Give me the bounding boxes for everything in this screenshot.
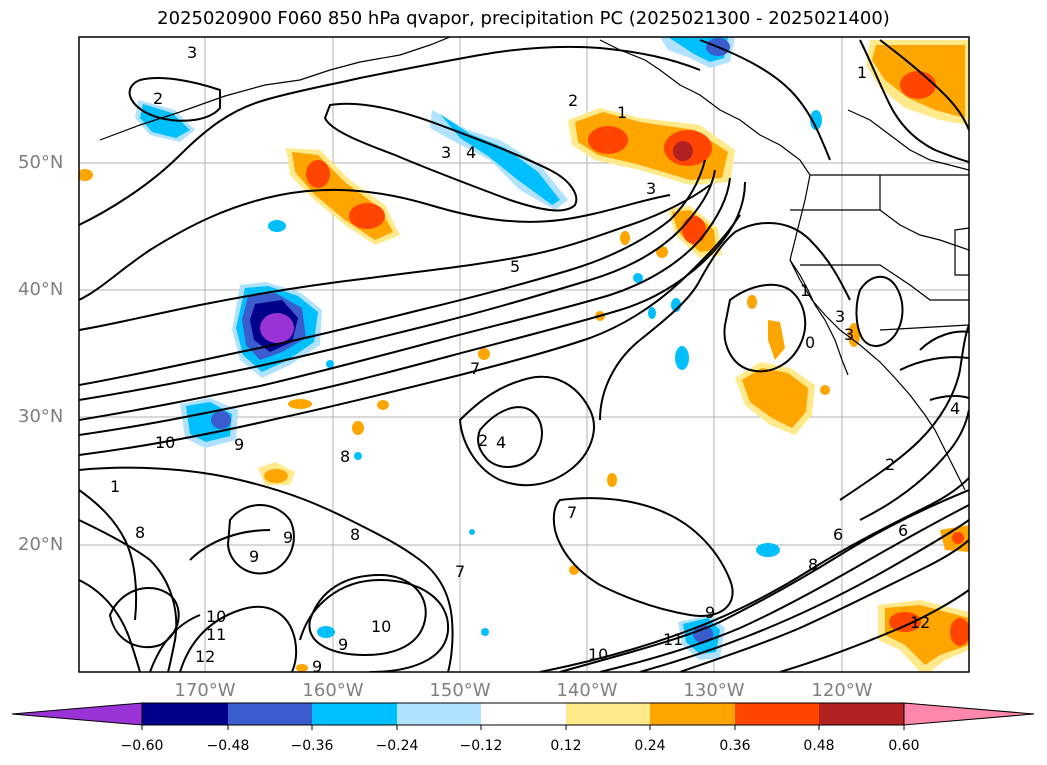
contour-label: 3 bbox=[187, 43, 197, 62]
colorbar-tick-label: −0.36 bbox=[290, 738, 334, 754]
contour-label: 9 bbox=[234, 435, 244, 454]
colorbar-bin bbox=[142, 703, 228, 725]
map-title: 2025020900 F060 850 hPa qvapor, precipit… bbox=[157, 8, 890, 29]
lon-label-150w: 150°W bbox=[429, 680, 491, 701]
contour-label: 6 bbox=[833, 525, 843, 544]
contour-labels: 3 2 1 3 4 2 1 3 5 7 8 10 9 1 8 9 10 11 1… bbox=[110, 43, 960, 676]
lat-label-30n: 30°N bbox=[18, 406, 64, 427]
contour-label: 11 bbox=[663, 630, 683, 649]
map-border bbox=[78, 36, 970, 673]
coastlines bbox=[99, 37, 969, 491]
colorbar-tick-label: −0.12 bbox=[459, 738, 503, 754]
colorbar-tick-label: −0.60 bbox=[120, 738, 164, 754]
colorbar-tick-label: −0.24 bbox=[375, 738, 419, 754]
contour-label: 9 bbox=[283, 528, 293, 547]
contour-label: 9 bbox=[249, 547, 259, 566]
contour-lines bbox=[79, 39, 969, 672]
colorbar-bin bbox=[735, 703, 819, 725]
contour-label: 9 bbox=[338, 635, 348, 654]
contour-label: 10 bbox=[371, 617, 391, 636]
contour-label: 3 bbox=[835, 307, 845, 326]
colorbar-tick-label: 0.36 bbox=[719, 738, 751, 754]
contour-label: 8 bbox=[350, 525, 360, 544]
contour-label: 0 bbox=[805, 333, 815, 352]
contour-label: 1 bbox=[857, 63, 867, 82]
colorbar bbox=[11, 702, 1035, 730]
contour-label: 8 bbox=[340, 447, 350, 466]
lon-label-170w: 170°W bbox=[174, 680, 236, 701]
contour-label: 7 bbox=[455, 562, 465, 581]
contour-label: 5 bbox=[510, 257, 520, 276]
colorbar-tick-label: 0.24 bbox=[634, 738, 666, 754]
contour-label: 10 bbox=[155, 433, 175, 452]
contour-label: 8 bbox=[135, 523, 145, 542]
contour-label: 10 bbox=[206, 607, 226, 626]
colorbar-bin bbox=[397, 703, 481, 725]
colorbar-tick-label: 0.12 bbox=[550, 738, 582, 754]
contour-label: 2 bbox=[478, 431, 488, 450]
contour-label: 2 bbox=[568, 91, 578, 110]
contour-label: 9 bbox=[312, 657, 322, 676]
contour-label: 4 bbox=[496, 433, 506, 452]
contour-label: 12 bbox=[195, 647, 215, 666]
contour-label: 2 bbox=[885, 455, 895, 474]
lon-label-140w: 140°W bbox=[556, 680, 618, 701]
contour-label: 1 bbox=[800, 281, 810, 300]
contour-label: 9 bbox=[705, 603, 715, 622]
colorbar-tick-label: 0.60 bbox=[888, 738, 920, 754]
contour-label: 7 bbox=[470, 359, 480, 378]
contour-label: 10 bbox=[588, 645, 608, 664]
contour-label: 4 bbox=[950, 399, 960, 418]
contour-label: 6 bbox=[898, 521, 908, 540]
colorbar-tick-label: −0.48 bbox=[206, 738, 250, 754]
lat-label-20n: 20°N bbox=[18, 534, 64, 555]
colorbar-tick-label: 0.48 bbox=[803, 738, 835, 754]
lat-label-50n: 50°N bbox=[18, 152, 64, 173]
colorbar-bin bbox=[481, 703, 566, 725]
contour-label: 11 bbox=[206, 625, 226, 644]
contour-label: 7 bbox=[567, 503, 577, 522]
lon-label-120w: 120°W bbox=[811, 680, 873, 701]
contour-label: 3 bbox=[441, 143, 451, 162]
colorbar-extend-low bbox=[11, 702, 143, 726]
map-area bbox=[79, 37, 969, 672]
precip-fill bbox=[79, 37, 969, 672]
lon-label-130w: 130°W bbox=[683, 680, 745, 701]
contour-label: 8 bbox=[808, 555, 818, 574]
colorbar-bin bbox=[566, 703, 650, 725]
colorbar-bin bbox=[312, 703, 397, 725]
colorbar-extend-high bbox=[903, 702, 1035, 726]
contour-label: 1 bbox=[617, 103, 627, 122]
contour-label: 1 bbox=[110, 477, 120, 496]
contour-label: 3 bbox=[844, 325, 854, 344]
contour-label: 4 bbox=[466, 143, 476, 162]
lon-label-160w: 160°W bbox=[302, 680, 364, 701]
colorbar-bin bbox=[819, 703, 904, 725]
contour-label: 12 bbox=[910, 613, 930, 632]
lat-label-40n: 40°N bbox=[18, 279, 64, 300]
colorbar-bin bbox=[228, 703, 312, 725]
contour-label: 3 bbox=[646, 179, 656, 198]
contour-label: 2 bbox=[153, 89, 163, 108]
colorbar-bin bbox=[650, 703, 735, 725]
